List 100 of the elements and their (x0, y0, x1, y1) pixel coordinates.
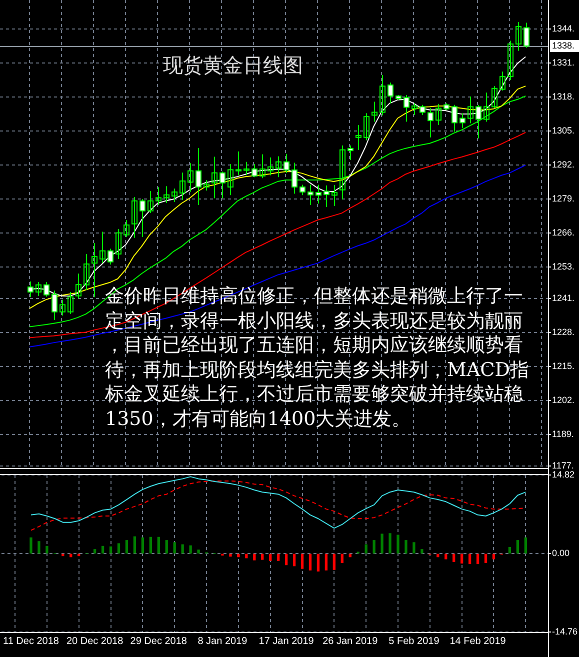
y-tick-label: 1292. (552, 160, 575, 170)
bar (284, 554, 288, 566)
bar (380, 534, 384, 554)
bar (109, 546, 112, 554)
candlestick (60, 299, 66, 316)
y-tick-label: 1228. (552, 326, 575, 337)
candlestick (228, 164, 234, 196)
candlestick (132, 196, 138, 238)
ref-line-label: 1338. (552, 40, 575, 51)
y-tick-label: 1331. (552, 58, 575, 68)
x-tick-label: 14 Feb 2019 (450, 636, 506, 647)
bar (524, 537, 527, 554)
candlestick (436, 103, 442, 126)
candlestick (68, 291, 74, 314)
bar (452, 554, 456, 562)
candlestick (412, 102, 418, 116)
y-tick-label: -14.76 (552, 626, 578, 636)
bar (30, 537, 32, 554)
y-tick-label: 1241. (552, 292, 575, 303)
candlestick (508, 40, 514, 81)
x-tick-label: 20 Dec 2018 (66, 636, 124, 647)
y-tick-label: 1253. (552, 262, 575, 272)
candlestick (76, 273, 82, 299)
candlestick (100, 231, 106, 264)
candlestick (156, 186, 162, 206)
x-tick-label: 8 Jan 2019 (198, 636, 248, 647)
bar (38, 541, 40, 554)
text: 现货黄金日线图 (163, 52, 303, 79)
candlestick (180, 172, 186, 200)
bar (261, 554, 264, 560)
candlestick (172, 188, 178, 202)
bar (388, 533, 392, 554)
bar (133, 536, 136, 554)
bar (412, 542, 416, 554)
y-tick-label: 1177. (552, 460, 574, 470)
x-tick-label: 17 Jan 2019 (258, 636, 314, 647)
bar (516, 540, 520, 554)
bar (300, 554, 304, 569)
candlestick (188, 162, 194, 192)
y-tick-label: 1305. (552, 126, 575, 136)
bar (46, 546, 48, 554)
bar (181, 544, 184, 554)
bar (364, 544, 368, 554)
bar (253, 554, 256, 560)
bar (508, 546, 512, 554)
candlestick (124, 220, 130, 238)
candlestick (260, 154, 266, 179)
candlestick (332, 184, 338, 206)
y-tick-label: 0.00 (552, 548, 570, 558)
candlestick (164, 186, 170, 204)
x-tick-label: 11 Dec 2018 (3, 636, 60, 647)
candlestick (356, 124, 362, 150)
bar (269, 554, 272, 561)
candlestick (340, 144, 346, 200)
candlestick (236, 150, 242, 176)
bar (372, 540, 376, 554)
x-tick-label: 29 Dec 2018 (130, 636, 188, 647)
bar (404, 540, 408, 554)
candlestick (380, 74, 386, 116)
x-tick-label: 5 Feb 2019 (388, 636, 440, 647)
bar (125, 540, 128, 554)
bar (492, 554, 496, 560)
candlestick (364, 112, 370, 141)
y-tick-label: 1202. (552, 394, 575, 405)
candlestick (268, 156, 274, 176)
bar (468, 554, 472, 564)
bar (237, 554, 240, 558)
bar (332, 554, 336, 570)
bar (101, 546, 104, 554)
y-tick-label: 14.82 (552, 469, 575, 480)
bar (197, 550, 200, 554)
bar (308, 554, 312, 570)
y-tick-label: 1318. (552, 92, 575, 102)
bar (173, 542, 176, 554)
y-tick-label: 1266. (552, 228, 575, 238)
candlestick (212, 156, 218, 199)
bar (444, 554, 448, 560)
bar (420, 549, 424, 554)
bar (476, 554, 480, 564)
y-tick-label: 1215. (552, 360, 575, 371)
bar (276, 554, 280, 561)
bar (292, 554, 296, 566)
bar (165, 540, 168, 554)
candlestick (36, 282, 42, 296)
bar (460, 554, 464, 564)
bar (229, 554, 232, 557)
bar (316, 554, 320, 572)
bar (396, 534, 400, 554)
bar (141, 537, 144, 554)
candlestick (516, 21, 522, 52)
bar (340, 554, 344, 564)
y-tick-label: 1344. (552, 24, 575, 34)
bar (117, 543, 120, 554)
bar (324, 554, 328, 570)
candlestick (116, 228, 122, 260)
candlestick (276, 156, 282, 178)
y-tick-label: 1279. (552, 194, 575, 204)
x-tick-label: 26 Jan 2019 (322, 636, 378, 647)
candlestick (500, 71, 506, 92)
candlestick (84, 254, 90, 290)
